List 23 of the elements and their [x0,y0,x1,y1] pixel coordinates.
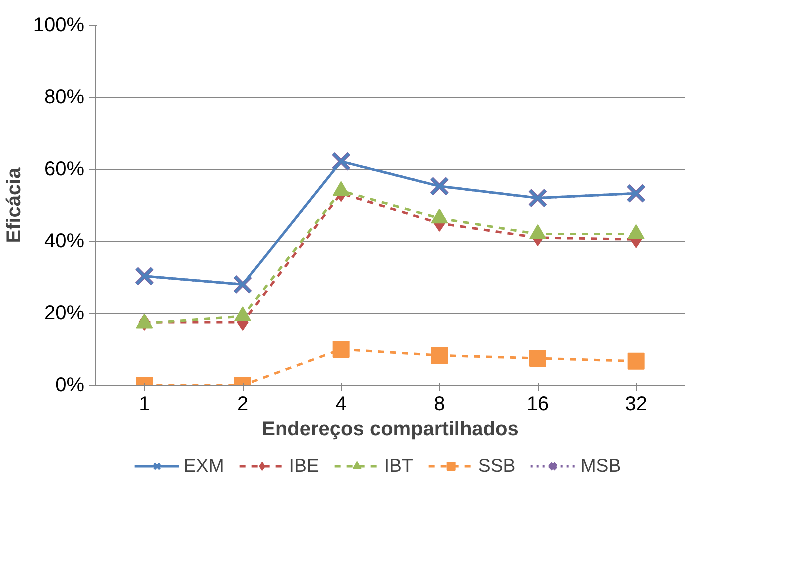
y-tick-label: 60% [44,158,85,180]
x-tick-label: 2 [237,394,249,416]
legend-label: IBE [289,454,320,476]
x-tick-label: 16 [526,394,550,416]
x-axis-title: Endereços compartilhados [262,418,519,440]
y-tick-label: 80% [44,86,85,108]
legend-label: SSB [478,454,516,476]
point [332,341,350,358]
y-tick-label: 40% [44,230,85,252]
x-tick-label: 8 [434,394,446,416]
x-tick-label: 32 [625,394,648,416]
x-tick-label: 4 [336,394,347,416]
point [628,352,645,370]
y-tick-label: 100% [33,14,85,36]
y-tick-label: 0% [56,374,85,396]
x-tick-label: 1 [139,394,150,416]
legend-label: IBT [384,454,414,476]
legend-label: MSB [580,454,622,476]
point [530,350,546,367]
legend-label: EXM [184,454,224,476]
y-axis-title: Eficácia [3,166,26,244]
point [431,347,448,364]
y-tick-label: 20% [44,302,85,324]
